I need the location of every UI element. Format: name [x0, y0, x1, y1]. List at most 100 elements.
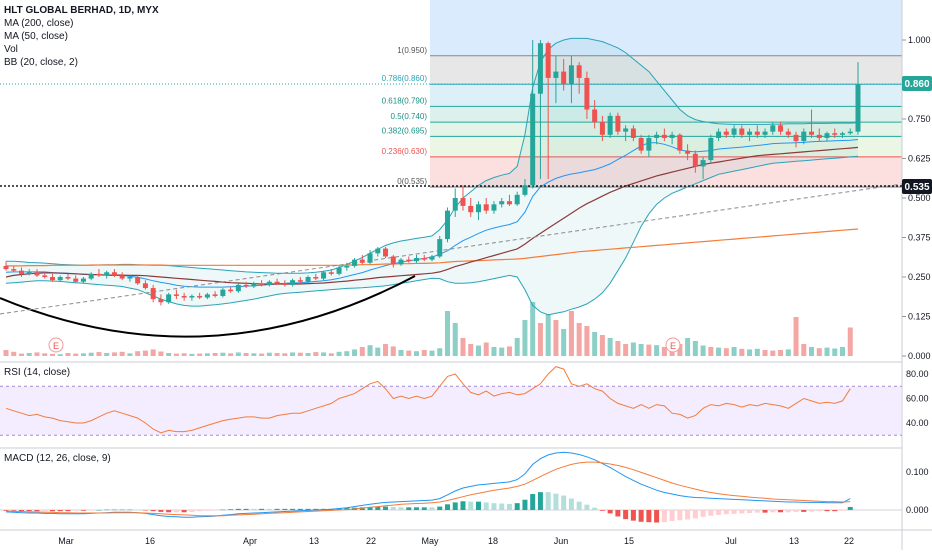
- volume-bar: [135, 351, 141, 356]
- moving-averages: [5, 146, 859, 285]
- candle-body: [197, 295, 203, 298]
- macd-hist-bar: [220, 509, 226, 511]
- volume-bar: [491, 347, 497, 356]
- volume-bar: [305, 353, 311, 356]
- candle-body: [212, 294, 218, 296]
- volume-bar: [104, 353, 110, 356]
- candle-body: [305, 277, 311, 282]
- volume-bar: [290, 352, 296, 356]
- volume-bar: [3, 350, 9, 356]
- candle-body: [444, 210, 450, 240]
- volume-bar: [352, 349, 358, 356]
- macd-hist-bar: [313, 508, 319, 510]
- volume-bar: [460, 338, 466, 356]
- candle-body: [127, 277, 133, 279]
- macd-hist-bar: [336, 508, 342, 510]
- volume-bar: [88, 352, 94, 356]
- macd-hist-bar: [398, 507, 404, 510]
- macd-line: [5, 451, 851, 518]
- volume-bar: [568, 311, 574, 356]
- volume-bar: [785, 349, 791, 356]
- volume-bar: [150, 349, 156, 356]
- candle-body: [475, 204, 481, 213]
- candle-body: [793, 134, 799, 142]
- volume-bar: [158, 351, 164, 356]
- volume-bar: [406, 350, 412, 356]
- volume-bar: [251, 353, 257, 356]
- volume-bar: [522, 320, 528, 356]
- volume-bar: [638, 344, 644, 356]
- volume-bar: [166, 353, 172, 356]
- candle-body: [700, 160, 706, 167]
- candle-body: [623, 128, 629, 132]
- candle-body: [73, 278, 79, 282]
- macd-hist-bar: [57, 510, 63, 512]
- macd-hist-bar: [297, 508, 303, 510]
- candle-body: [731, 128, 737, 135]
- macd-hist-bar: [367, 506, 373, 510]
- price-tick-label: 0.500: [908, 193, 931, 203]
- volume-bar: [599, 335, 605, 356]
- macd-hist-bar: [483, 502, 489, 510]
- price-tick-label: 0.375: [908, 233, 931, 243]
- macd-label: MACD (12, 26, close, 9): [4, 453, 111, 464]
- candle-body: [321, 272, 327, 279]
- volume-bar: [499, 347, 505, 356]
- candle-body: [584, 77, 590, 110]
- macd-hist-bar: [158, 510, 164, 512]
- volume-bar: [840, 347, 846, 356]
- fib-level-label: 0.618(0.790): [382, 96, 428, 105]
- candle-body: [491, 204, 497, 211]
- volume-bar: [646, 344, 652, 356]
- volume-bar: [654, 345, 660, 356]
- volume-bar: [11, 351, 17, 356]
- volume-bar: [328, 353, 334, 356]
- macd-hist-bar: [49, 510, 55, 512]
- candle-body: [344, 265, 350, 268]
- candle-body: [359, 259, 365, 263]
- macd-hist-bar: [840, 510, 846, 511]
- candle-body: [259, 283, 265, 285]
- candle-body: [367, 253, 373, 263]
- candle-body: [429, 256, 435, 260]
- candle-body: [708, 137, 714, 161]
- time-tick-label: 13: [789, 536, 799, 546]
- macd-hist-bar: [506, 503, 512, 510]
- macd-hist-bar: [111, 509, 117, 511]
- candle-body: [34, 272, 40, 276]
- candle-body: [638, 137, 644, 151]
- macd-hist-bar: [537, 492, 543, 510]
- macd-hist-bar: [677, 510, 683, 521]
- candle-body: [383, 248, 389, 257]
- line-price-tag: 0.535: [902, 179, 932, 194]
- candle-body: [251, 283, 257, 287]
- volume-bar: [816, 348, 822, 356]
- volume-bar: [584, 326, 590, 356]
- candle-body: [840, 133, 846, 135]
- macd-hist-bar: [824, 510, 830, 512]
- volume-bar: [18, 353, 24, 356]
- macd-hist-bar: [739, 510, 745, 514]
- fib-labels: 1(0.950) 0.786(0.860) 0.618(0.790) 0.5(0.74…: [382, 46, 428, 186]
- candle-body: [723, 131, 729, 135]
- drawings: [0, 83, 903, 338]
- volume-bar: [506, 346, 512, 356]
- macd-hist-bar: [305, 508, 311, 510]
- legend-bb: BB (20, close, 2): [4, 57, 78, 68]
- volume-bar: [49, 353, 55, 356]
- candle-body: [166, 294, 172, 303]
- event-marker-2[interactable]: E: [665, 337, 681, 353]
- volume-bar: [235, 352, 241, 356]
- cup-arc: [0, 275, 416, 338]
- volume-bar: [336, 351, 342, 356]
- candle-body: [18, 270, 24, 274]
- event-marker-1[interactable]: E: [48, 337, 64, 353]
- macd-hist-bar: [847, 506, 853, 510]
- legend-ma200: MA (200, close): [4, 18, 73, 29]
- macd-hist-bar: [553, 493, 559, 510]
- macd-hist-bar: [251, 508, 257, 510]
- macd-hist-bar: [80, 510, 86, 511]
- rsi-tick-label: 40.00: [906, 418, 929, 428]
- candle-body: [499, 201, 505, 205]
